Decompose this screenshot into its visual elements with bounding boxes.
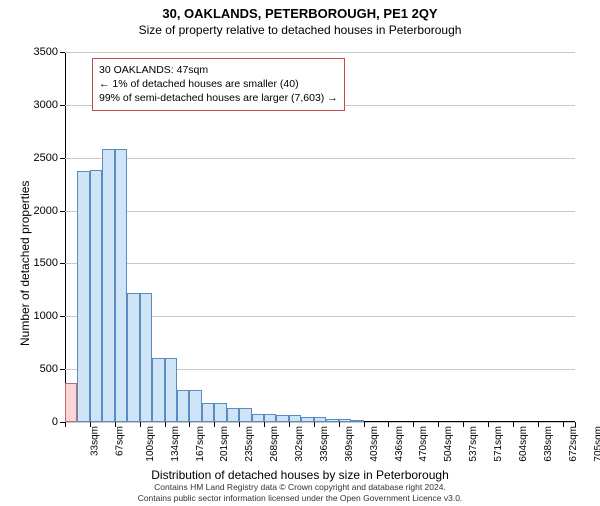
- footer-attribution: Contains HM Land Registry data © Crown c…: [0, 482, 600, 504]
- xtick-mark: [314, 422, 315, 427]
- xtick-label: 705sqm: [593, 426, 600, 462]
- xtick-label: 504sqm: [443, 426, 454, 462]
- ytick-label: 2000: [18, 205, 58, 217]
- ytick-mark: [60, 211, 65, 212]
- info-box-line2: ← 1% of detached houses are smaller (40): [99, 77, 338, 91]
- grid-line: [65, 52, 575, 53]
- bar-highlight: [65, 383, 77, 422]
- xtick-label: 470sqm: [418, 426, 429, 462]
- xtick-mark: [339, 422, 340, 427]
- xtick-label: 268sqm: [269, 426, 280, 462]
- info-box-line3: 99% of semi-detached houses are larger (…: [99, 91, 338, 105]
- bar: [227, 408, 239, 422]
- bar: [165, 358, 177, 422]
- bar: [77, 171, 89, 422]
- bar: [177, 390, 189, 422]
- bar: [339, 419, 351, 422]
- ytick-label: 2500: [18, 152, 58, 164]
- xtick-mark: [513, 422, 514, 427]
- xtick-mark: [438, 422, 439, 427]
- xtick-mark: [488, 422, 489, 427]
- chart-title-main: 30, OAKLANDS, PETERBOROUGH, PE1 2QY: [0, 6, 600, 21]
- ytick-label: 3000: [18, 99, 58, 111]
- xtick-mark: [289, 422, 290, 427]
- xtick-mark: [538, 422, 539, 427]
- x-axis-label: Distribution of detached houses by size …: [0, 468, 600, 482]
- xtick-label: 201sqm: [219, 426, 230, 462]
- ytick-mark: [60, 105, 65, 106]
- xtick-label: 167sqm: [195, 426, 206, 462]
- bar: [214, 403, 226, 422]
- xtick-label: 235sqm: [244, 426, 255, 462]
- bar: [326, 419, 338, 422]
- bar: [115, 149, 127, 422]
- grid-line: [65, 211, 575, 212]
- xtick-label: 672sqm: [568, 426, 579, 462]
- xtick-mark: [90, 422, 91, 427]
- xtick-mark: [239, 422, 240, 427]
- bar: [264, 414, 276, 422]
- ytick-mark: [60, 52, 65, 53]
- ytick-mark: [60, 158, 65, 159]
- bar: [127, 293, 139, 422]
- xtick-mark: [140, 422, 141, 427]
- xtick-mark: [65, 422, 66, 427]
- xtick-label: 638sqm: [543, 426, 554, 462]
- xtick-label: 302sqm: [294, 426, 305, 462]
- bar: [301, 417, 313, 422]
- xtick-label: 403sqm: [369, 426, 380, 462]
- ytick-label: 1000: [18, 310, 58, 322]
- bar: [289, 415, 301, 422]
- xtick-label: 604sqm: [518, 426, 529, 462]
- ytick-mark: [60, 316, 65, 317]
- xtick-label: 571sqm: [493, 426, 504, 462]
- footer-line2: Contains public sector information licen…: [0, 493, 600, 504]
- info-box: 30 OAKLANDS: 47sqm← 1% of detached house…: [92, 58, 345, 111]
- axis-left: [65, 52, 66, 422]
- xtick-label: 67sqm: [114, 426, 125, 456]
- bar: [90, 170, 102, 422]
- xtick-label: 134sqm: [170, 426, 181, 462]
- xtick-label: 336sqm: [319, 426, 330, 462]
- ytick-label: 500: [18, 363, 58, 375]
- xtick-label: 537sqm: [468, 426, 479, 462]
- chart-title-sub: Size of property relative to detached ho…: [0, 23, 600, 37]
- xtick-mark: [563, 422, 564, 427]
- footer-line1: Contains HM Land Registry data © Crown c…: [0, 482, 600, 493]
- xtick-mark: [115, 422, 116, 427]
- xtick-mark: [264, 422, 265, 427]
- ytick-label: 3500: [18, 46, 58, 58]
- grid-line: [65, 263, 575, 264]
- xtick-label: 436sqm: [394, 426, 405, 462]
- xtick-label: 369sqm: [344, 426, 355, 462]
- bar: [152, 358, 164, 422]
- xtick-mark: [165, 422, 166, 427]
- xtick-mark: [388, 422, 389, 427]
- bar: [202, 403, 214, 422]
- xtick-label: 100sqm: [145, 426, 156, 462]
- bar: [252, 414, 264, 422]
- bar: [239, 408, 251, 422]
- ytick-label: 1500: [18, 257, 58, 269]
- info-box-line1: 30 OAKLANDS: 47sqm: [99, 63, 338, 77]
- xtick-label: 33sqm: [90, 426, 101, 456]
- xtick-mark: [364, 422, 365, 427]
- xtick-mark: [463, 422, 464, 427]
- bar: [189, 390, 201, 422]
- bar: [102, 149, 114, 422]
- xtick-mark: [575, 422, 576, 427]
- grid-line: [65, 422, 575, 423]
- ytick-mark: [60, 369, 65, 370]
- ytick-mark: [60, 263, 65, 264]
- bar: [351, 420, 363, 422]
- bar: [140, 293, 152, 422]
- xtick-mark: [214, 422, 215, 427]
- xtick-mark: [413, 422, 414, 427]
- xtick-mark: [189, 422, 190, 427]
- bar: [314, 417, 326, 422]
- ytick-label: 0: [18, 416, 58, 428]
- bar: [276, 415, 288, 422]
- grid-line: [65, 158, 575, 159]
